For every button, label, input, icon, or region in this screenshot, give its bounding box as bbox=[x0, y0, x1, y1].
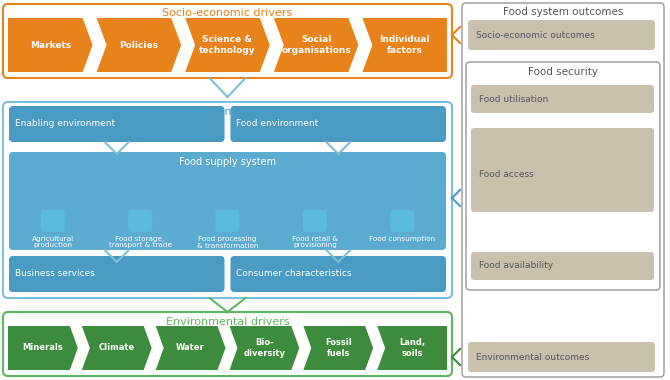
FancyBboxPatch shape bbox=[128, 210, 152, 232]
FancyBboxPatch shape bbox=[9, 106, 224, 142]
FancyBboxPatch shape bbox=[471, 252, 654, 280]
Text: Socio-economic outcomes: Socio-economic outcomes bbox=[476, 30, 595, 40]
Text: Food utilisation: Food utilisation bbox=[479, 95, 548, 103]
FancyBboxPatch shape bbox=[391, 210, 414, 232]
Text: Food system activities: Food system activities bbox=[165, 107, 289, 117]
Text: Business services: Business services bbox=[15, 269, 95, 279]
Polygon shape bbox=[96, 18, 181, 72]
Text: Markets: Markets bbox=[29, 41, 71, 49]
FancyBboxPatch shape bbox=[466, 62, 660, 290]
Text: Food supply system: Food supply system bbox=[179, 157, 276, 167]
FancyBboxPatch shape bbox=[9, 256, 224, 292]
Text: Food system outcomes: Food system outcomes bbox=[502, 7, 623, 17]
FancyBboxPatch shape bbox=[41, 210, 65, 232]
FancyBboxPatch shape bbox=[3, 102, 452, 298]
Polygon shape bbox=[8, 18, 92, 72]
Text: Bio-
diversity: Bio- diversity bbox=[243, 338, 285, 358]
Text: Minerals: Minerals bbox=[23, 344, 63, 353]
Text: Climate: Climate bbox=[98, 344, 135, 353]
Polygon shape bbox=[362, 18, 447, 72]
Text: Environmental outcomes: Environmental outcomes bbox=[476, 353, 589, 361]
Text: Food retail &
provisioning: Food retail & provisioning bbox=[292, 236, 338, 249]
FancyBboxPatch shape bbox=[3, 312, 452, 376]
Text: Food processing
& transformation: Food processing & transformation bbox=[197, 236, 258, 249]
FancyBboxPatch shape bbox=[216, 210, 239, 232]
Polygon shape bbox=[304, 326, 373, 370]
FancyBboxPatch shape bbox=[468, 20, 655, 50]
FancyBboxPatch shape bbox=[471, 128, 654, 212]
Polygon shape bbox=[155, 326, 226, 370]
FancyBboxPatch shape bbox=[3, 4, 452, 78]
Polygon shape bbox=[274, 18, 358, 72]
Polygon shape bbox=[8, 326, 78, 370]
FancyBboxPatch shape bbox=[471, 85, 654, 113]
FancyBboxPatch shape bbox=[9, 152, 446, 250]
FancyBboxPatch shape bbox=[230, 256, 446, 292]
Text: Individual
factors: Individual factors bbox=[379, 35, 430, 55]
Polygon shape bbox=[82, 326, 151, 370]
FancyBboxPatch shape bbox=[303, 210, 327, 232]
Polygon shape bbox=[377, 326, 447, 370]
Text: Socio-economic drivers: Socio-economic drivers bbox=[162, 8, 293, 18]
Text: Water: Water bbox=[176, 344, 205, 353]
Polygon shape bbox=[185, 18, 270, 72]
Text: Policies: Policies bbox=[119, 41, 158, 49]
Text: Food environment: Food environment bbox=[237, 119, 319, 128]
Text: Food security: Food security bbox=[528, 67, 598, 77]
Text: Science &
technology: Science & technology bbox=[199, 35, 256, 55]
Text: Social
organisations: Social organisations bbox=[281, 35, 351, 55]
Text: Fossil
fuels: Fossil fuels bbox=[325, 338, 352, 358]
Text: Environmental drivers: Environmental drivers bbox=[165, 317, 289, 327]
Text: Food availability: Food availability bbox=[479, 261, 553, 271]
Text: Enabling environment: Enabling environment bbox=[15, 119, 115, 128]
Text: Land,
soils: Land, soils bbox=[399, 338, 425, 358]
FancyBboxPatch shape bbox=[468, 342, 655, 372]
FancyBboxPatch shape bbox=[462, 3, 664, 377]
Text: Consumer characteristics: Consumer characteristics bbox=[237, 269, 352, 279]
Text: Food access: Food access bbox=[479, 170, 534, 179]
Text: Food consumption: Food consumption bbox=[369, 236, 436, 242]
Polygon shape bbox=[230, 326, 299, 370]
Text: Food storage,
transport & trade: Food storage, transport & trade bbox=[109, 236, 172, 249]
FancyBboxPatch shape bbox=[230, 106, 446, 142]
Text: Agricultural
production: Agricultural production bbox=[31, 236, 74, 249]
